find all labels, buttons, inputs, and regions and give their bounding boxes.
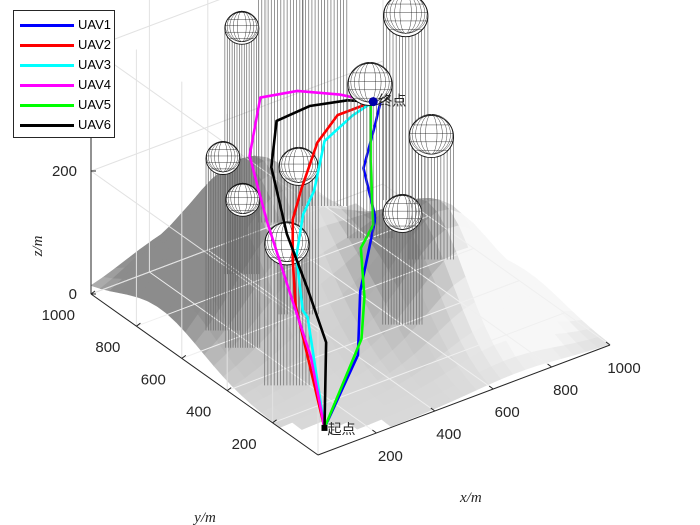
grid-line [324,205,552,368]
obstacle-meridian [397,194,408,230]
obstacle-meridian [293,146,304,183]
y-tick-mark [181,354,187,359]
legend-entry: UAV3 [14,55,114,75]
y-tick-label: 600 [141,371,166,388]
obstacle-meridian [218,141,228,173]
legend: UAV1 UAV2 UAV3 UAV4 UAV5 UAV6 [13,10,115,138]
x-axis-line [317,344,611,456]
path-markers [321,97,378,431]
y-tick-label: 200 [232,436,257,453]
obstacle-dome [264,222,310,266]
terrain-surface [90,155,611,430]
legend-swatch [20,84,74,87]
obstacles-back [205,0,348,386]
grid-line [149,271,377,434]
obstacle-dome [205,141,241,175]
x-tick-label: 800 [553,382,578,399]
grid-line [227,280,520,392]
x-axis-label: x/m [459,490,482,506]
legend-entry: UAV5 [14,95,114,115]
legend-label: UAV1 [78,17,111,32]
x-tick-mark [488,385,494,390]
z-tick-label: 200 [52,163,77,180]
terrain-patch [291,416,315,430]
obstacle-dome [408,114,454,159]
x-tick-label: 400 [436,426,461,443]
start-marker [321,424,328,431]
y-tick-mark [226,387,232,392]
x-tick-label: 200 [378,448,403,465]
obstacle-dome [383,0,429,38]
y-axis-line [90,293,319,456]
obstacle-meridian [425,114,438,155]
y-tick-label: 400 [186,404,211,421]
y-tick-mark [272,419,277,424]
obstacles-front [347,0,454,325]
legend-entry: UAV6 [14,115,114,135]
legend-label: UAV3 [78,57,111,72]
legend-entry: UAV4 [14,75,114,95]
legend-label: UAV2 [78,37,111,52]
legend-label: UAV6 [78,117,111,132]
obstacle-meridian [399,0,412,34]
uav-path-uav4 [248,89,374,429]
x-tick-mark [547,363,552,368]
z-axis-label: z/m [30,235,46,257]
end-marker [368,97,378,107]
obstacle-dome [347,62,393,106]
start-point-label: 起点 [328,422,356,438]
legend-entry: UAV1 [14,15,114,35]
y-tick-label: 1000 [42,307,75,324]
y-tick-mark [136,322,141,327]
uav-path-uav3 [294,100,374,429]
obstacle-meridian [238,182,248,214]
end-point-label: 终点 [378,94,406,110]
obstacle-meridian [237,10,247,42]
obstacle-dome [225,183,261,217]
axes [90,17,611,456]
legend-swatch [20,64,74,67]
legend-label: UAV4 [78,77,111,92]
z-tick-label: 0 [69,286,77,303]
terrain-patch [325,413,349,428]
x-tick-mark [372,429,377,434]
legend-swatch [20,104,74,107]
legend-swatch [20,124,74,127]
x-tick-mark [430,407,436,412]
terrain-patch [347,416,370,430]
legend-swatch [20,24,74,27]
y-tick-label: 800 [95,339,120,356]
uav-path-uav6 [270,98,374,428]
legend-label: UAV5 [78,97,111,112]
legend-swatch [20,44,74,47]
y-axis-label: y/m [192,510,216,525]
legend-entry: UAV2 [14,35,114,55]
uav-path-uav2 [291,100,374,429]
x-tick-label: 600 [495,404,520,421]
terrain-patch [380,413,404,427]
x-tick-mark [605,341,611,346]
x-tick-label: 1000 [607,360,640,377]
